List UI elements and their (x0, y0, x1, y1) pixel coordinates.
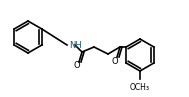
Text: NH: NH (69, 41, 82, 49)
Text: OCH₃: OCH₃ (130, 83, 150, 92)
Text: O: O (112, 56, 118, 65)
Text: O: O (74, 61, 80, 71)
